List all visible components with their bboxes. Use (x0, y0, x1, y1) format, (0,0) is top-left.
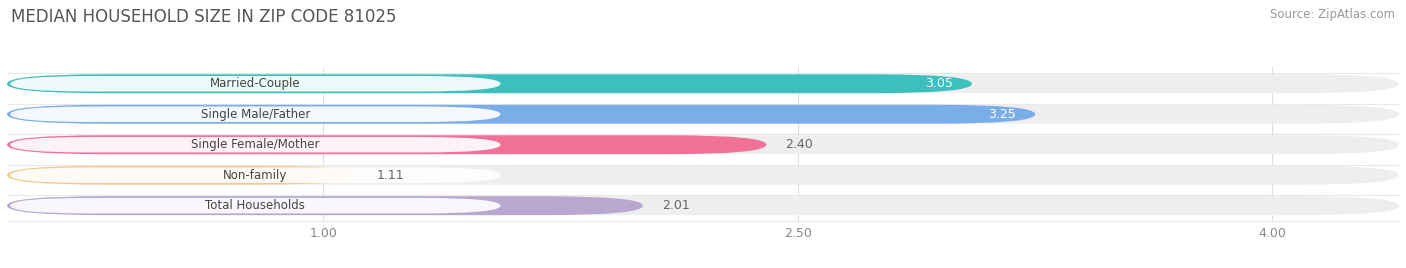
Text: MEDIAN HOUSEHOLD SIZE IN ZIP CODE 81025: MEDIAN HOUSEHOLD SIZE IN ZIP CODE 81025 (11, 8, 396, 26)
Text: Non-family: Non-family (224, 169, 288, 182)
Text: Total Households: Total Households (205, 199, 305, 212)
FancyBboxPatch shape (10, 106, 501, 122)
FancyBboxPatch shape (7, 166, 1399, 185)
FancyBboxPatch shape (10, 168, 501, 183)
FancyBboxPatch shape (7, 105, 1035, 124)
FancyBboxPatch shape (7, 166, 359, 185)
Text: Source: ZipAtlas.com: Source: ZipAtlas.com (1270, 8, 1395, 21)
FancyBboxPatch shape (7, 74, 1399, 93)
FancyBboxPatch shape (7, 135, 1399, 154)
FancyBboxPatch shape (7, 74, 972, 93)
Text: 1.11: 1.11 (377, 169, 405, 182)
Text: 2.40: 2.40 (785, 138, 813, 151)
FancyBboxPatch shape (10, 76, 501, 91)
Text: 2.01: 2.01 (662, 199, 689, 212)
FancyBboxPatch shape (7, 105, 1399, 124)
Text: Single Female/Mother: Single Female/Mother (191, 138, 319, 151)
FancyBboxPatch shape (7, 196, 643, 215)
Text: 3.05: 3.05 (925, 77, 953, 90)
FancyBboxPatch shape (10, 198, 501, 213)
FancyBboxPatch shape (7, 135, 766, 154)
Text: Married-Couple: Married-Couple (209, 77, 301, 90)
Text: 3.25: 3.25 (988, 108, 1017, 121)
Text: Single Male/Father: Single Male/Father (201, 108, 311, 121)
FancyBboxPatch shape (7, 196, 1399, 215)
FancyBboxPatch shape (10, 137, 501, 152)
